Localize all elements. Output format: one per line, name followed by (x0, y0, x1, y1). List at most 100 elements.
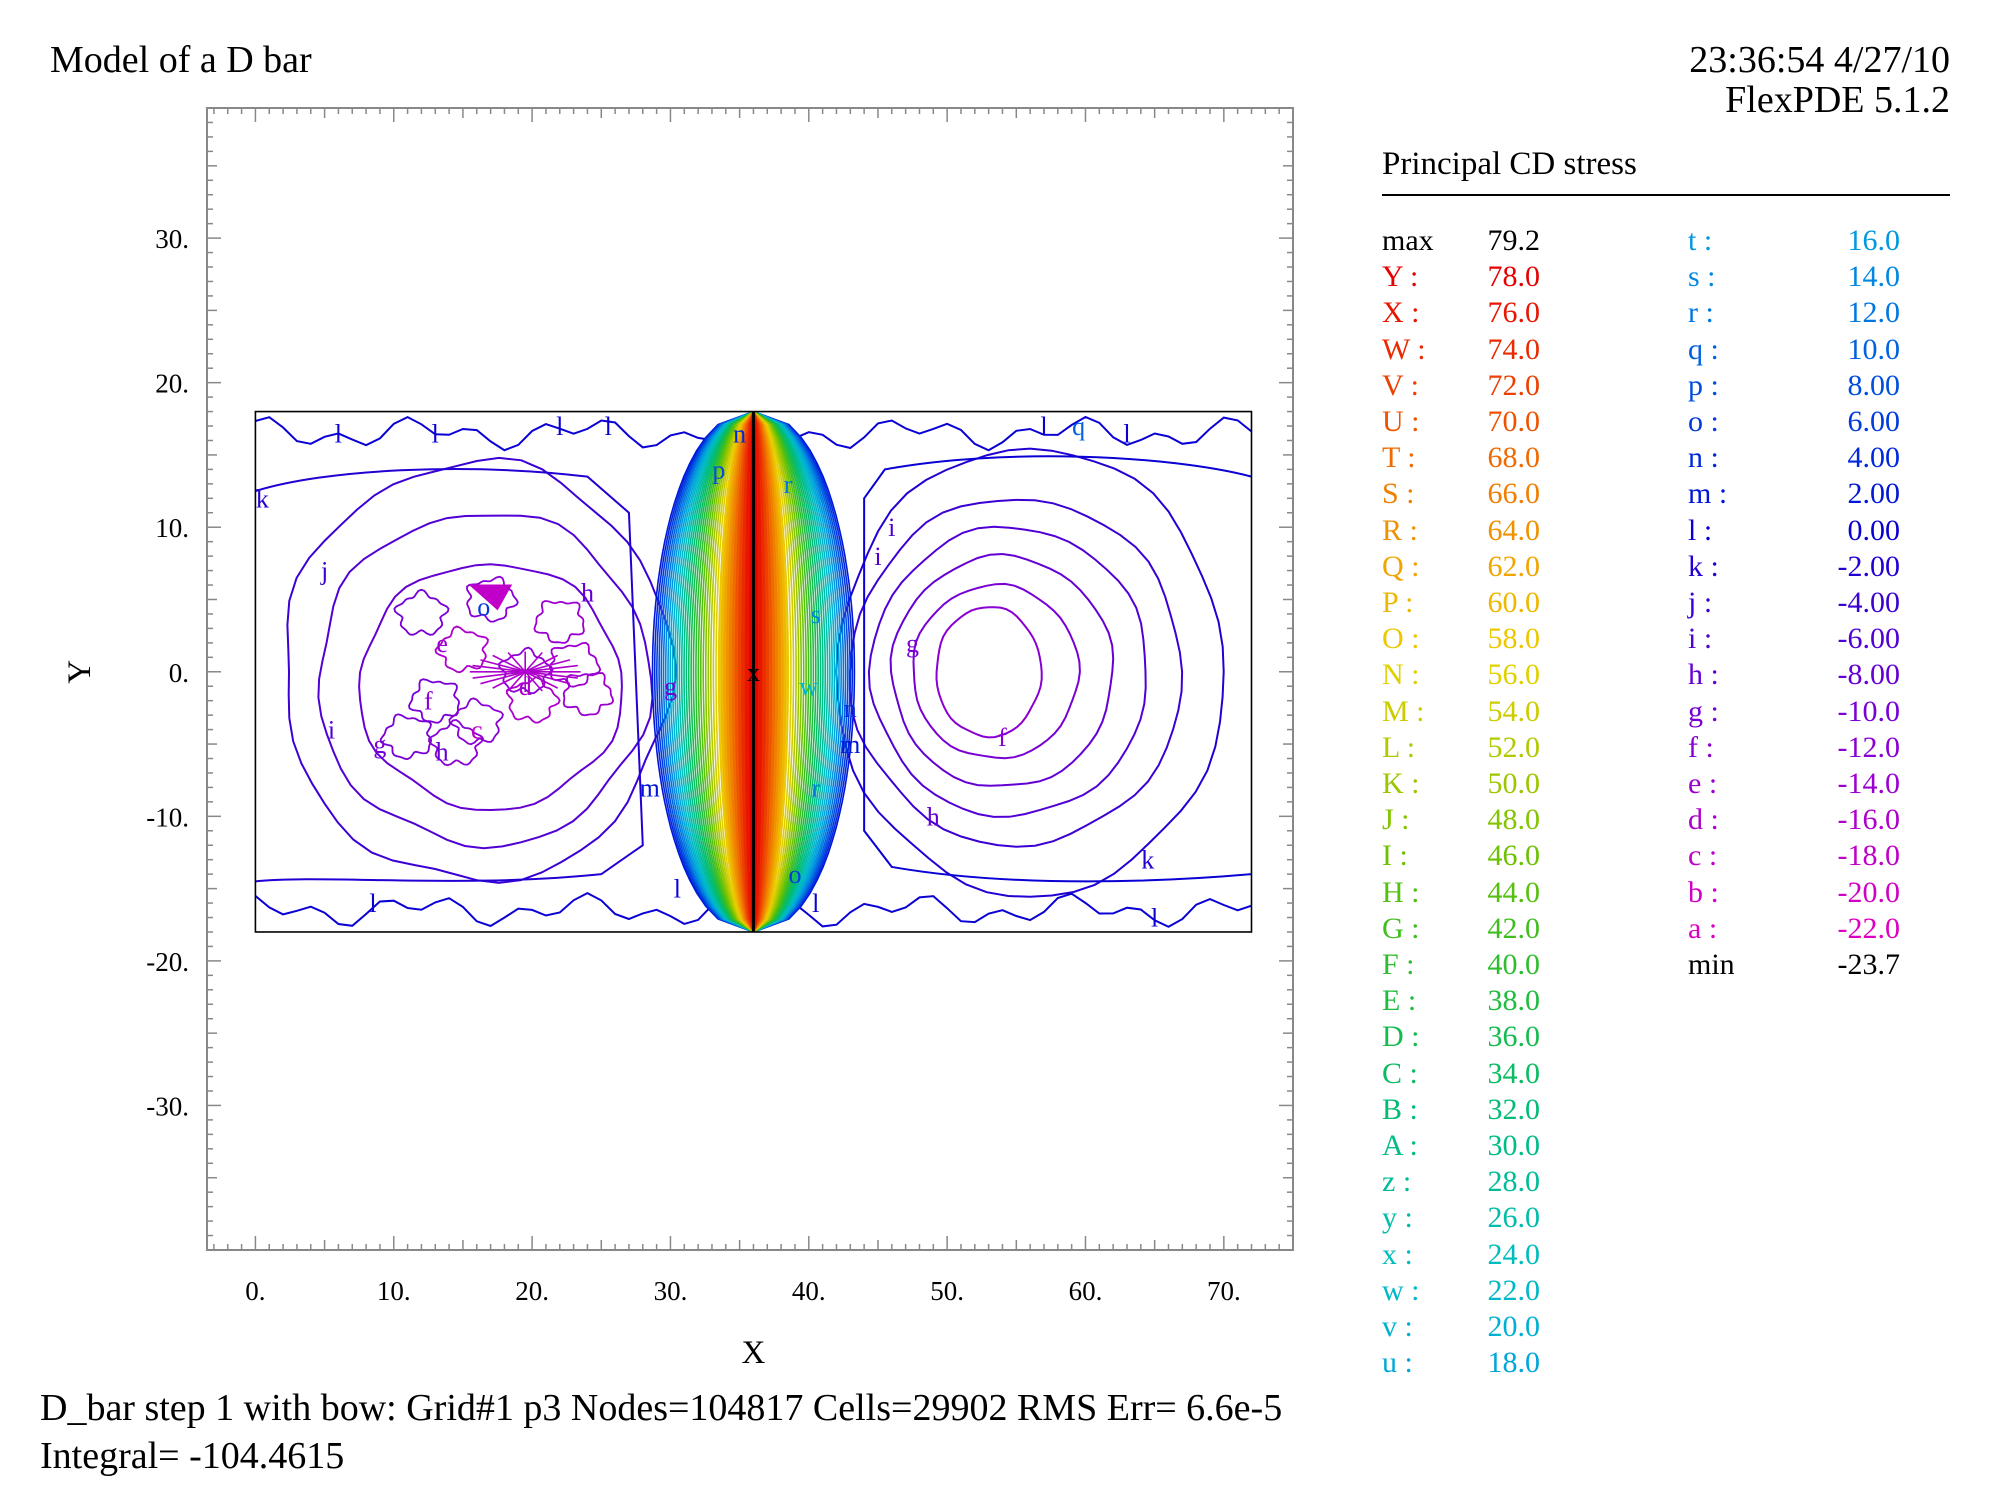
contour-label: r (784, 470, 793, 499)
legend-level-label: Q : (1382, 549, 1420, 583)
contour-line-right-well (867, 525, 1147, 818)
legend-level-label: j : (1688, 586, 1713, 619)
contour-line-lens (712, 411, 795, 932)
legend-level-value: -14.0 (1837, 767, 1901, 800)
contour-label: q (1072, 412, 1085, 441)
contour-line-lens (697, 411, 810, 932)
legend-min-label: min (1688, 948, 1735, 981)
plot-frame (206, 107, 1294, 1251)
legend-level-value: -22.0 (1837, 911, 1901, 945)
contour-label: w (799, 672, 818, 701)
legend-level-label: n : (1688, 441, 1719, 475)
legend-level-label: i : (1688, 622, 1713, 656)
legend-level-value: -8.00 (1837, 658, 1901, 692)
axis-labels: 0. 10. 20. 30. 40. 50. 60. 70. 30. 20. 10. 0. -10. -2… (62, 224, 1241, 1370)
legend-level-value: 10.0 (1847, 332, 1901, 366)
legend-level-value: -20.0 (1837, 875, 1901, 909)
contour-label: l (369, 889, 376, 918)
contour-line-lens (653, 411, 854, 932)
contour-line-lens (692, 411, 815, 932)
contour-label: j (320, 557, 328, 586)
legend-level-label: p : (1688, 368, 1719, 402)
legend-divider (1382, 194, 1950, 196)
legend-level-value: 52.0 (1487, 730, 1541, 764)
legend-level-label: e : (1688, 767, 1718, 800)
legend-level-label: I : (1382, 839, 1408, 873)
legend-level-label: b : (1688, 875, 1719, 909)
contour-label: g (373, 730, 386, 759)
legend-level-label: c : (1688, 839, 1718, 873)
run-stamp: 23:36:54 4/27/10 FlexPDE 5.1.2 (1689, 40, 1950, 120)
integral-info: Integral= -104.4615 (40, 1435, 345, 1477)
plot-title: Model of a D bar (50, 39, 312, 81)
legend-level-value: -10.0 (1837, 694, 1901, 728)
contour-label: i (328, 716, 335, 745)
legend-level-label: r : (1688, 296, 1714, 330)
contour-line-lens (704, 411, 803, 932)
legend-level-label: N : (1382, 658, 1420, 692)
contour-label: h (436, 737, 449, 766)
y-tick-label: -20. (146, 947, 189, 977)
y-tick-label: -10. (146, 802, 189, 832)
contour-label: k (256, 484, 269, 513)
contour-line-lens (676, 411, 831, 932)
y-tick-label: -30. (146, 1091, 189, 1121)
legend-level-label: B : (1382, 1092, 1418, 1126)
contour-line-inner (434, 625, 489, 674)
contour-label: f (998, 723, 1007, 752)
legend-level-label: k : (1688, 549, 1719, 583)
legend-level-label: S : (1382, 477, 1415, 511)
contour-label: i (888, 513, 895, 542)
legend-max-value: 79.2 (1487, 224, 1541, 257)
legend-level-label: W : (1382, 332, 1426, 366)
legend-level-value: 44.0 (1487, 875, 1541, 909)
contour-line-lens (707, 411, 800, 932)
timestamp: 23:36:54 4/27/10 (1689, 39, 1950, 81)
contour-label: m (640, 773, 660, 802)
legend-level-label: l : (1688, 513, 1713, 547)
contour-line-inner (408, 678, 460, 724)
legend-title: Principal CD stress (1382, 146, 1637, 182)
legend-level-value: 40.0 (1487, 948, 1541, 981)
legend-level-label: M : (1382, 694, 1425, 728)
contour-label: l (674, 875, 681, 904)
contour-line-lens (660, 411, 847, 932)
software-version: FlexPDE 5.1.2 (1725, 79, 1950, 121)
legend-level-label: O : (1382, 622, 1420, 656)
contour-line-inner (505, 676, 561, 724)
legend-level-label: v : (1382, 1310, 1413, 1343)
legend-level-value: 24.0 (1487, 1237, 1541, 1271)
contour-line-lens (687, 411, 820, 932)
contour-label: g (664, 672, 677, 701)
contour-label: i (874, 542, 881, 571)
legend-level-value: 16.0 (1847, 224, 1901, 257)
legend-level-value: 26.0 (1487, 1201, 1541, 1235)
contour-label: m (840, 730, 860, 759)
legend-level-value: 78.0 (1487, 260, 1541, 294)
contour-line-lens (664, 411, 843, 932)
legend-level-value: 30.0 (1487, 1129, 1541, 1162)
contour-line-lens (702, 411, 805, 932)
legend-level-value: 62.0 (1487, 549, 1541, 583)
legend-level-value: 4.00 (1847, 441, 1901, 475)
legend-level-value: 74.0 (1487, 332, 1541, 366)
legend-level-label: R : (1382, 513, 1418, 547)
legend-level-value: -2.00 (1837, 549, 1901, 583)
legend-level-label: Y : (1382, 260, 1419, 294)
legend-level-value: -16.0 (1837, 803, 1901, 837)
contour-label: s (811, 600, 821, 629)
contour-label: o (477, 593, 490, 622)
legend-level-label: f : (1688, 730, 1714, 764)
legend-level-value: 66.0 (1487, 477, 1541, 511)
contour-label: p (712, 455, 725, 484)
legend-level-value: 56.0 (1487, 658, 1541, 692)
contour-label: l (335, 419, 342, 448)
contour-label: o (788, 860, 801, 889)
contour-label: c (471, 716, 483, 745)
contour-line-inner (393, 588, 450, 636)
legend-level-value: 8.00 (1847, 368, 1901, 402)
legend-level-value: 20.0 (1487, 1310, 1541, 1343)
contour-line-right-well (889, 552, 1115, 787)
contour-label: l (1123, 419, 1130, 448)
